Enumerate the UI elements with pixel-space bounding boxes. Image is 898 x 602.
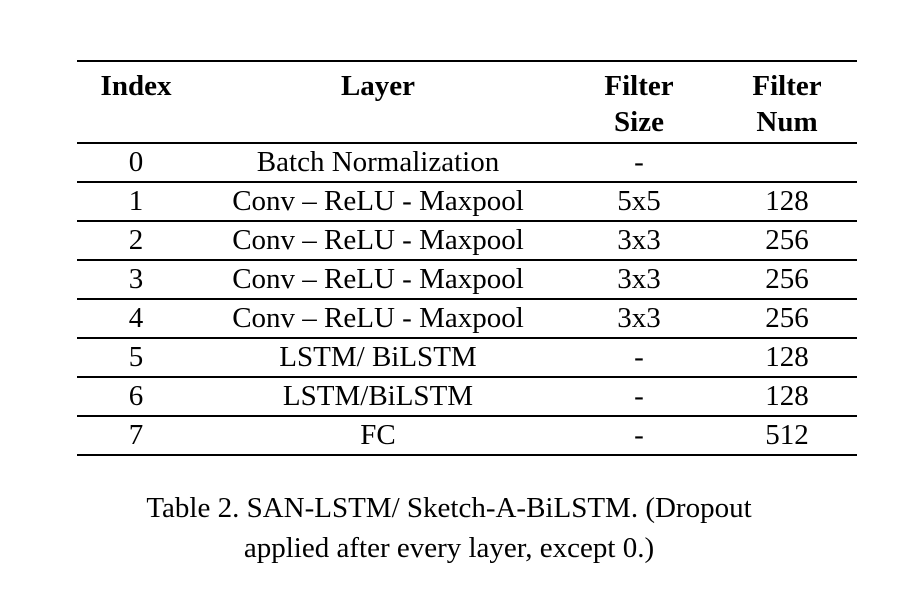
cell-layer: Conv – ReLU - Maxpool xyxy=(232,263,524,295)
caption-line-2: applied after every layer, except 0.) xyxy=(243,532,655,564)
table-row: 7 FC - 512 xyxy=(77,416,857,455)
table-body: 0 Batch Normalization - 1 Conv – ReLU - … xyxy=(77,143,857,455)
cell-filter-size: - xyxy=(634,146,644,178)
table-row: 2 Conv – ReLU - Maxpool 3x3 256 xyxy=(77,221,857,260)
cell-index: 3 xyxy=(128,263,144,295)
header-row: Index Layer Filter Size Filter Num xyxy=(77,61,857,143)
table-row: 0 Batch Normalization - xyxy=(77,143,857,182)
table-header: Index Layer Filter Size Filter Num xyxy=(77,61,857,143)
cell-filter-size: - xyxy=(634,341,644,373)
table-row: 5 LSTM/ BiLSTM - 128 xyxy=(77,338,857,377)
header-layer: Layer xyxy=(340,70,416,102)
cell-index: 2 xyxy=(128,224,144,256)
cell-filter-num: 128 xyxy=(765,341,809,373)
cell-layer: LSTM/BiLSTM xyxy=(282,380,474,412)
table-row: 1 Conv – ReLU - Maxpool 5x5 128 xyxy=(77,182,857,221)
cell-index: 6 xyxy=(128,380,144,412)
cell-layer: FC xyxy=(360,419,396,451)
cell-index: 7 xyxy=(128,419,144,451)
header-filter-num-line1: Filter xyxy=(752,70,822,102)
cell-layer: Conv – ReLU - Maxpool xyxy=(232,302,524,334)
cell-index: 5 xyxy=(128,341,144,373)
cell-filter-num: 128 xyxy=(765,185,809,217)
header-filter-size-line2: Size xyxy=(614,106,664,138)
cell-index: 4 xyxy=(128,302,144,334)
table-caption: Table 2. SAN-LSTM/ Sketch-A-BiLSTM. (Dro… xyxy=(0,488,898,568)
cell-filter-num: 256 xyxy=(765,302,809,334)
cell-layer: Conv – ReLU - Maxpool xyxy=(232,224,524,256)
header-filter-size: Filter Size xyxy=(561,61,717,143)
table-row: 4 Conv – ReLU - Maxpool 3x3 256 xyxy=(77,299,857,338)
cell-filter-size: 3x3 xyxy=(617,224,661,256)
table-row: 6 LSTM/BiLSTM - 128 xyxy=(77,377,857,416)
cell-filter-num xyxy=(717,143,857,182)
cell-layer: Batch Normalization xyxy=(256,146,500,178)
cell-index: 1 xyxy=(128,185,144,217)
layers-table-container: Index Layer Filter Size Filter Num 0 Bat… xyxy=(77,60,857,456)
header-filter-size-line1: Filter xyxy=(604,70,674,102)
cell-filter-num: 256 xyxy=(765,263,809,295)
cell-filter-size: 5x5 xyxy=(617,185,661,217)
header-filter-num: Filter Num xyxy=(717,61,857,143)
header-filter-num-line2: Num xyxy=(756,106,818,138)
layers-table: Index Layer Filter Size Filter Num 0 Bat… xyxy=(77,60,857,456)
cell-filter-size: - xyxy=(634,419,644,451)
cell-filter-size: 3x3 xyxy=(617,302,661,334)
cell-layer: Conv – ReLU - Maxpool xyxy=(232,185,524,217)
cell-filter-size: 3x3 xyxy=(617,263,661,295)
caption-line-1: Table 2. SAN-LSTM/ Sketch-A-BiLSTM. (Dro… xyxy=(146,492,752,524)
header-index: Index xyxy=(100,70,172,102)
cell-index: 0 xyxy=(128,146,144,178)
cell-filter-num: 128 xyxy=(765,380,809,412)
cell-filter-size: - xyxy=(634,380,644,412)
table-row: 3 Conv – ReLU - Maxpool 3x3 256 xyxy=(77,260,857,299)
cell-filter-num: 512 xyxy=(765,419,809,451)
cell-filter-num: 256 xyxy=(765,224,809,256)
cell-layer: LSTM/ BiLSTM xyxy=(279,341,477,373)
